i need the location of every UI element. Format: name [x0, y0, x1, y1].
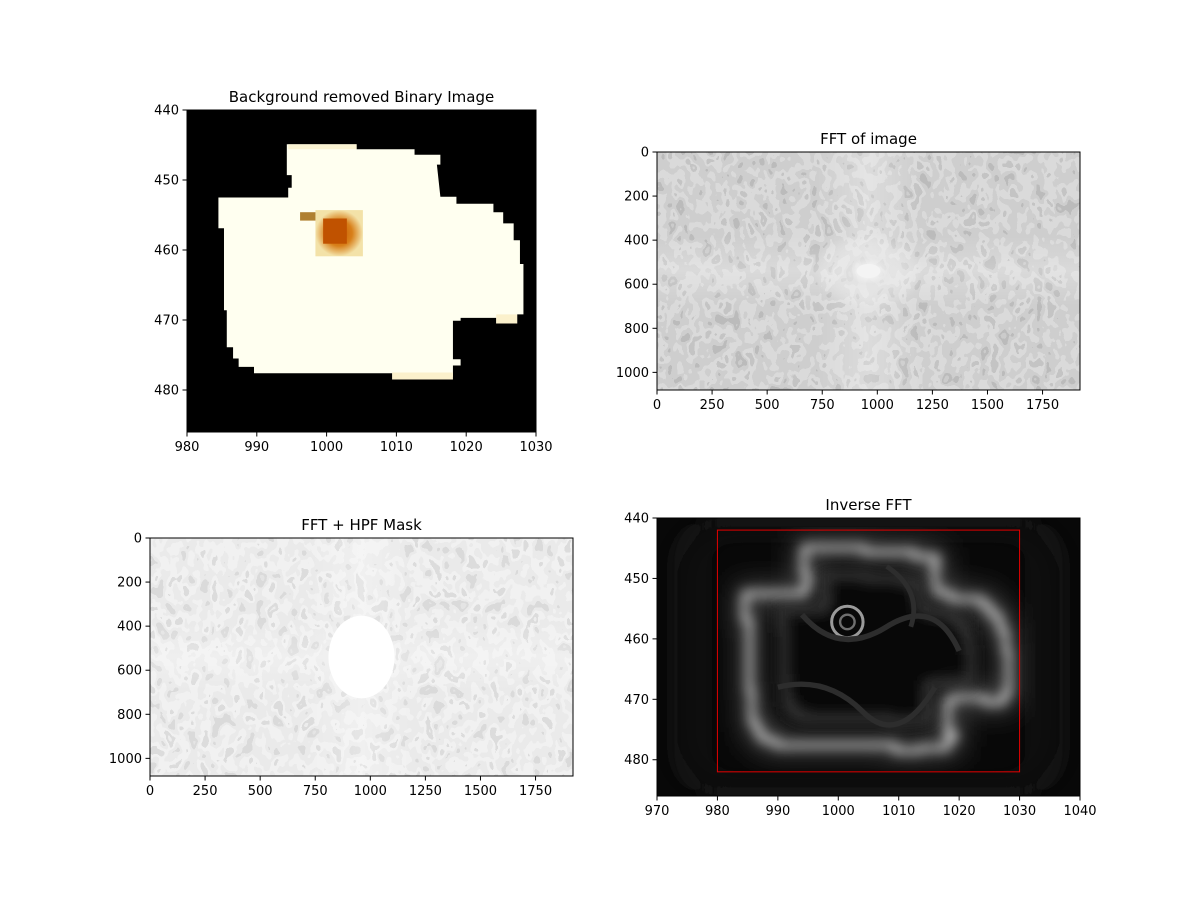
x-tick-label: 1010 [882, 804, 915, 819]
x-tick-label: 980 [705, 804, 730, 819]
subplot-binary-image: Background removed Binary Image 980 990 10… [154, 88, 552, 455]
blob-edge-ring [838, 613, 856, 631]
y-tick-label: 450 [154, 174, 179, 189]
y-tick-label: 400 [117, 620, 142, 635]
y-tick-label: 200 [117, 576, 142, 591]
y-tick-label: 480 [154, 384, 179, 399]
x-axis: 0 250 500 750 1000 1250 1500 1750 [653, 390, 1059, 413]
y-tick-label: 600 [624, 278, 649, 293]
x-tick-label: 1010 [380, 440, 413, 455]
y-axis: 0 200 400 600 800 1000 [616, 146, 657, 381]
x-axis: 0 250 500 750 1000 1250 1500 1750 [146, 776, 552, 799]
x-tick-label: 0 [653, 398, 661, 413]
hpf-mask-circle [328, 615, 395, 699]
dc-peak-core [856, 264, 881, 278]
x-tick-label: 1750 [1026, 398, 1059, 413]
y-tick-label: 200 [624, 190, 649, 205]
edge-contour [742, 545, 1012, 754]
shade-patch [288, 144, 357, 150]
x-tick-label: 980 [175, 440, 200, 455]
x-tick-label: 1500 [971, 398, 1004, 413]
bounding-box [716, 529, 1021, 773]
spectrum-image [657, 152, 1080, 390]
y-tick-label: 400 [624, 234, 649, 249]
foreground-region [218, 144, 524, 380]
x-tick-label: 1000 [822, 804, 855, 819]
x-tick-label: 500 [755, 398, 780, 413]
shade-patch [496, 314, 518, 324]
y-tick-label: 1000 [109, 752, 142, 767]
inner-ringing [776, 570, 976, 727]
dark-blob [300, 212, 317, 221]
texture-line [777, 681, 938, 728]
y-axis: 440 450 460 470 480 [624, 512, 657, 768]
texture-line [799, 612, 962, 653]
x-tick-label: 1000 [354, 784, 387, 799]
subplot-title: FFT of image [820, 130, 917, 148]
y-tick-label: 0 [134, 532, 142, 547]
y-tick-label: 470 [624, 693, 649, 708]
y-tick-label: 440 [624, 512, 649, 527]
x-tick-label: 1250 [409, 784, 442, 799]
ringing-artifact [669, 518, 1068, 796]
axes-frame [186, 109, 537, 433]
x-tick-label: 1250 [916, 398, 949, 413]
x-tick-label: 1020 [943, 804, 976, 819]
x-tick-label: 0 [146, 784, 154, 799]
x-axis: 970 980 990 1000 1010 1020 1030 1040 [645, 796, 1097, 819]
y-tick-label: 0 [641, 146, 649, 161]
axes-frame [656, 151, 1081, 391]
x-tick-label: 250 [193, 784, 218, 799]
x-tick-label: 750 [303, 784, 328, 799]
y-tick-label: 460 [624, 632, 649, 647]
x-tick-label: 1000 [310, 440, 343, 455]
y-axis: 440 450 460 470 480 [154, 104, 187, 399]
y-tick-label: 800 [624, 322, 649, 337]
x-axis: 980 990 1000 1010 1020 1030 [175, 432, 553, 455]
axes-frame [656, 517, 1081, 797]
dark-blob-core [323, 218, 347, 244]
y-tick-label: 460 [154, 244, 179, 259]
x-tick-label: 500 [248, 784, 273, 799]
subplot-title: FFT + HPF Mask [301, 516, 422, 534]
x-tick-label: 1500 [464, 784, 497, 799]
y-tick-label: 1000 [616, 366, 649, 381]
x-tick-label: 970 [645, 804, 670, 819]
y-tick-label: 600 [117, 664, 142, 679]
x-tick-label: 1030 [1003, 804, 1036, 819]
y-tick-label: 450 [624, 572, 649, 587]
y-tick-label: 470 [154, 314, 179, 329]
axes-frame [149, 537, 574, 777]
x-tick-label: 1000 [861, 398, 894, 413]
y-axis: 0 200 400 600 800 1000 [109, 532, 150, 767]
x-tick-label: 990 [244, 440, 269, 455]
x-tick-label: 250 [700, 398, 725, 413]
x-tick-label: 1020 [450, 440, 483, 455]
subplot-fft-hpf-mask: FFT + HPF Mask 0 250 500 750 1000 1250 1500 175… [109, 516, 574, 799]
x-tick-label: 750 [810, 398, 835, 413]
subplot-inverse-fft: Inverse FFT 970 980 990 1000 1010 1020 1030 104… [624, 496, 1096, 819]
x-tick-label: 1030 [519, 440, 552, 455]
shade-patch [392, 372, 453, 380]
y-tick-label: 480 [624, 753, 649, 768]
x-tick-label: 1040 [1063, 804, 1096, 819]
subplot-fft: FFT of image 0 250 500 750 1000 1250 1500 1750 … [616, 130, 1081, 413]
texture-line [885, 564, 917, 628]
x-tick-label: 1750 [519, 784, 552, 799]
y-tick-label: 800 [117, 708, 142, 723]
subplot-title: Background removed Binary Image [229, 88, 494, 106]
y-tick-label: 440 [154, 104, 179, 119]
subplot-title: Inverse FFT [825, 496, 912, 514]
x-tick-label: 990 [765, 804, 790, 819]
